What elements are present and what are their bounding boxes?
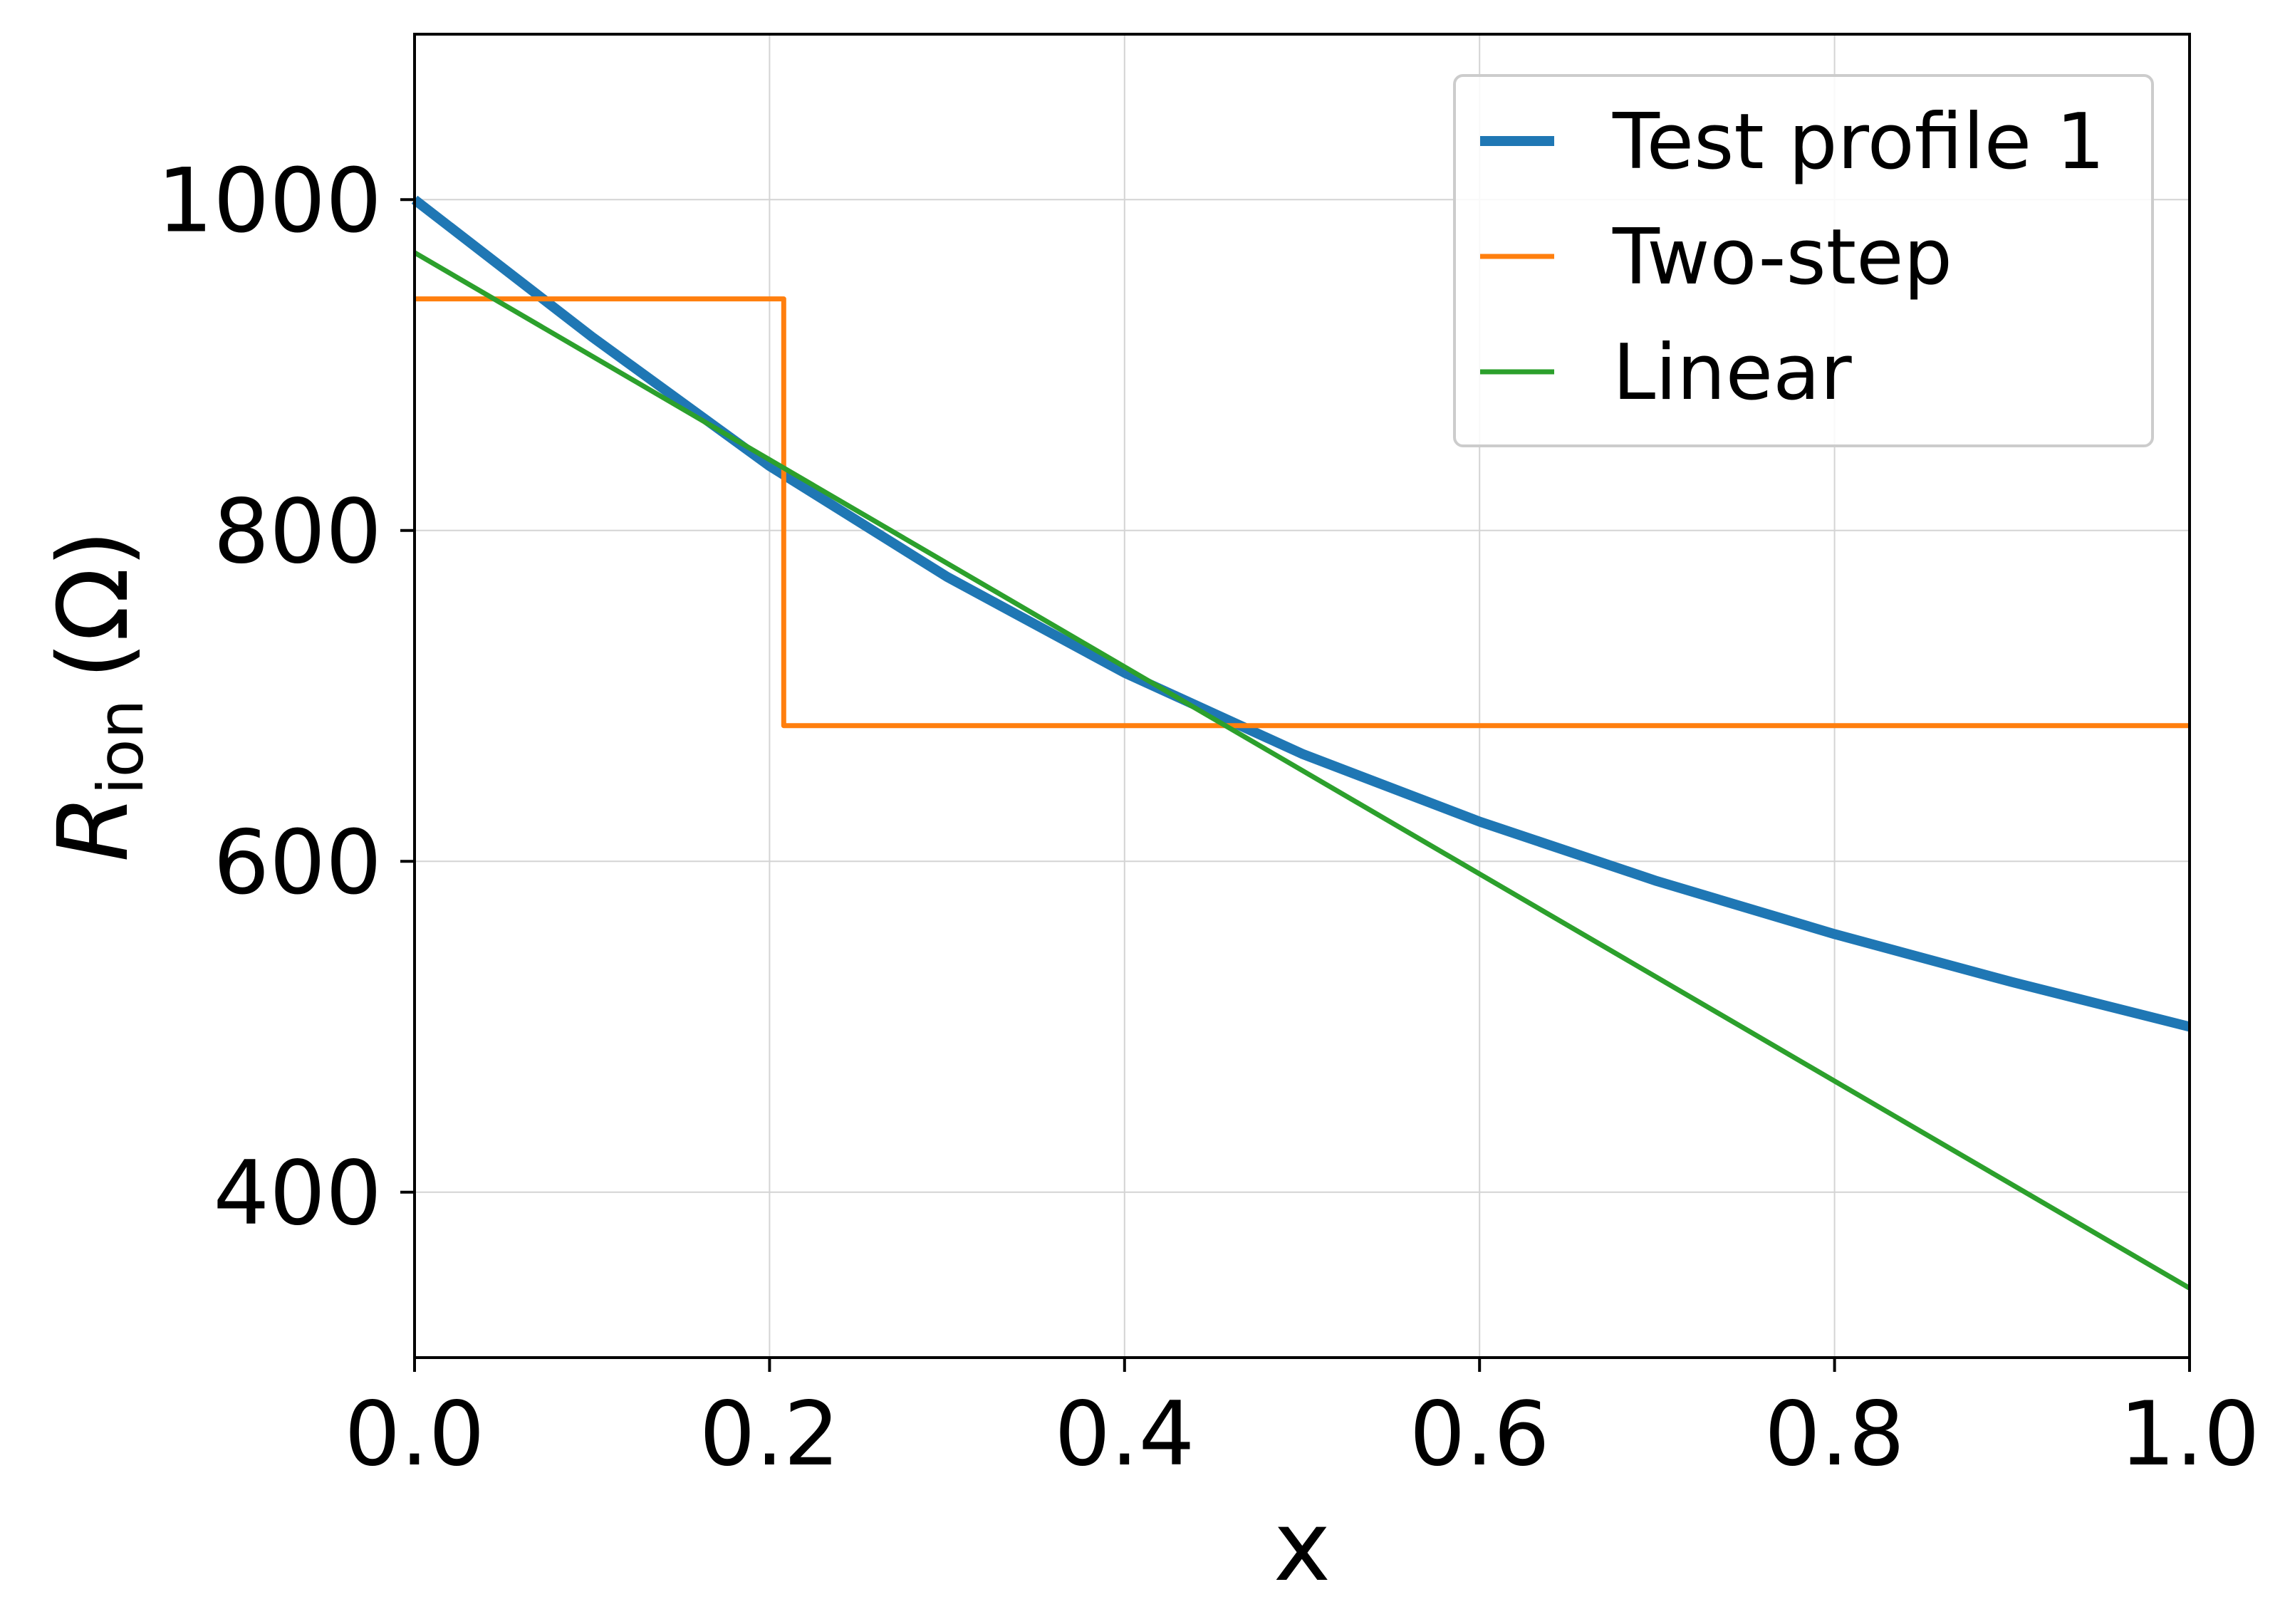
y-axis-title: Rion (Ω) xyxy=(38,530,157,863)
series-line-two-step xyxy=(415,296,2190,729)
y-tick-label: 400 xyxy=(213,1142,382,1245)
x-tick-label: 1.0 xyxy=(2119,1383,2259,1486)
x-tick-label: 0.2 xyxy=(699,1383,840,1486)
y-tick-label: 1000 xyxy=(157,150,382,252)
x-tick-label: 0.4 xyxy=(1054,1383,1194,1486)
y-axis-unit: (Ω) xyxy=(38,530,150,680)
legend-label-test-profile-1: Test profile 1 xyxy=(1612,98,2105,187)
x-tick-label: 0.6 xyxy=(1410,1383,1550,1486)
series-layer xyxy=(411,195,2191,1291)
y-axis-symbol: R xyxy=(38,795,150,863)
x-axis-title: x xyxy=(1274,1491,1331,1603)
plot-frame xyxy=(413,33,2191,1359)
legend: Test profile 1 Two-step Linear xyxy=(1453,74,2154,447)
series-line-linear xyxy=(413,250,2191,1291)
legend-label-linear: Linear xyxy=(1613,328,1852,417)
y-axis-subscript: ion xyxy=(84,699,157,795)
x-tick-label: 0.8 xyxy=(1764,1383,1905,1486)
y-tick-label: 600 xyxy=(213,811,382,914)
y-tick-label: 800 xyxy=(213,481,382,583)
legend-label-two-step: Two-step xyxy=(1612,213,1952,302)
x-tick-label: 0.0 xyxy=(344,1383,484,1486)
ticks: 0.0 0.2 0.4 0.6 0.8 1.0 400 600 800 1000 xyxy=(157,150,2259,1486)
legend-box xyxy=(1453,74,2154,447)
